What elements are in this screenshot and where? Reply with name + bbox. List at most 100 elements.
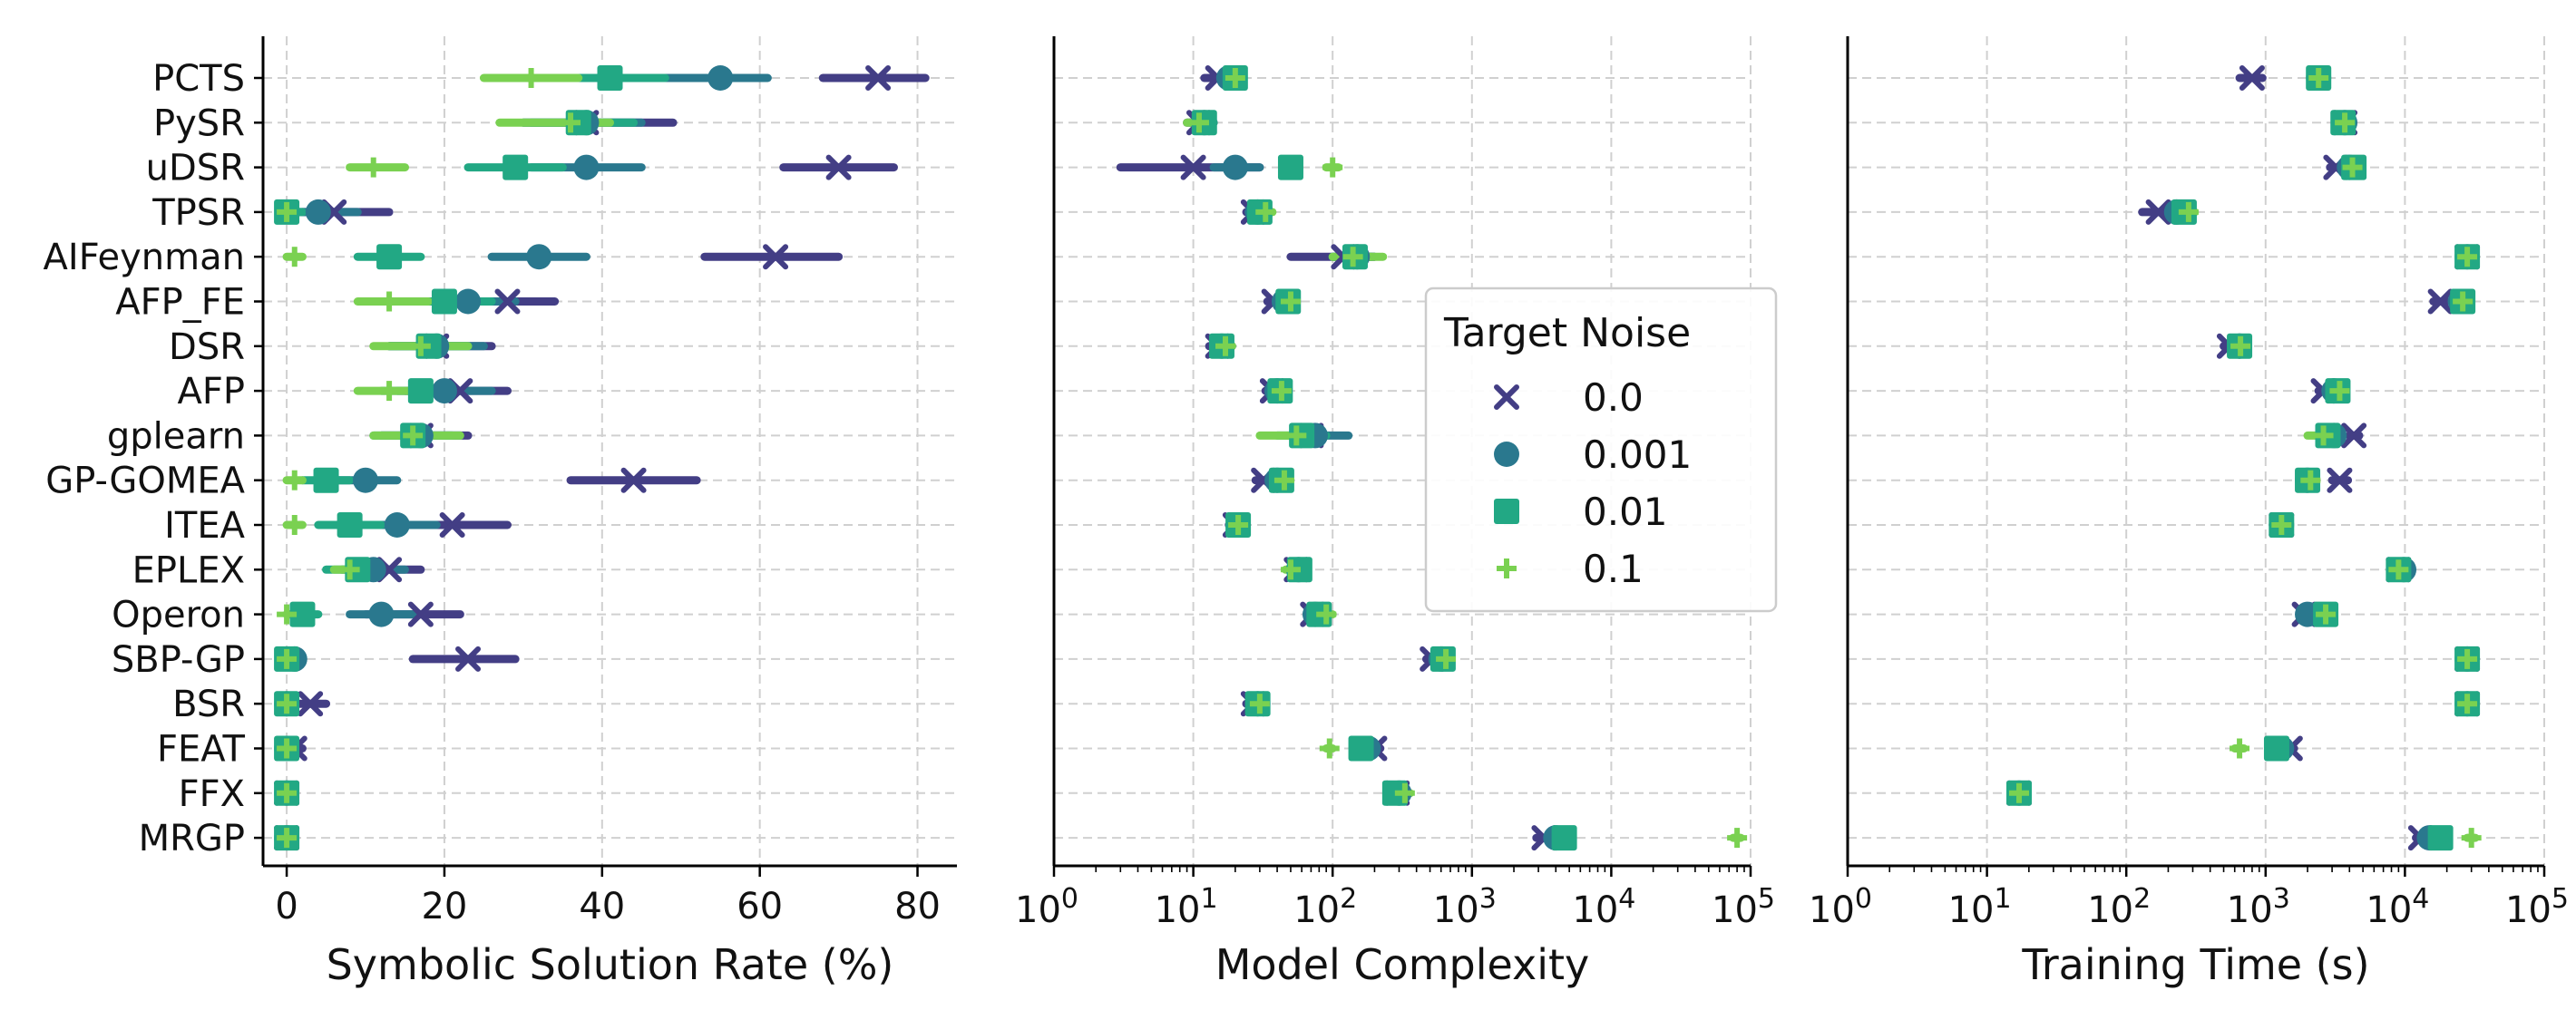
y-tick-label: gplearn (107, 415, 245, 457)
panels: PCTSPySRuDSRTPSRAIFeynmanAFP_FEDSRAFPgpl… (44, 36, 2569, 989)
legend-marker (1494, 499, 1519, 524)
data-point (407, 601, 434, 627)
data-point (573, 154, 600, 180)
data-point (2230, 335, 2251, 356)
data-point (284, 470, 305, 490)
data-point (2230, 738, 2250, 759)
data-point (2145, 199, 2171, 225)
y-tick-label: BSR (172, 684, 245, 725)
y-tick-label: PySR (153, 102, 245, 144)
data-point (2427, 825, 2454, 851)
data-point (1228, 515, 1249, 535)
x-axis-title: Training Time (s) (2021, 940, 2369, 989)
x-tick-label: 101 (1155, 883, 1218, 931)
y-tick-label: TPSR (151, 192, 245, 234)
data-point (1322, 157, 1343, 178)
data-point (2342, 157, 2363, 178)
data-point (526, 244, 552, 270)
data-point (277, 738, 298, 759)
data-point (1436, 648, 1457, 669)
data-point (1319, 738, 1340, 759)
data-point (403, 425, 424, 446)
data-point (368, 601, 395, 627)
data-point (284, 515, 305, 535)
data-point (1280, 559, 1301, 580)
data-point (2327, 467, 2353, 493)
data-point (376, 244, 403, 270)
data-point (2341, 422, 2367, 449)
legend-label: 0.0 (1583, 375, 1644, 420)
y-tick-label: MRGP (139, 818, 245, 859)
data-point (407, 378, 434, 404)
x-tick-label: 80 (894, 886, 941, 927)
data-point (1271, 381, 1292, 402)
y-tick-label: EPLEX (132, 549, 245, 591)
data-point (339, 559, 360, 580)
data-point (384, 512, 410, 538)
y-tick-label: GP-GOMEA (45, 461, 245, 502)
data-point (379, 291, 400, 312)
data-point (1286, 425, 1307, 446)
chart-panel-1: PCTSPySRuDSRTPSRAIFeynmanAFP_FEDSRAFPgpl… (44, 36, 957, 989)
data-point (1215, 335, 1235, 356)
data-point (277, 782, 298, 803)
data-point (277, 604, 298, 625)
data-point (2316, 604, 2337, 625)
data-point (289, 601, 316, 627)
data-point (1342, 247, 1363, 267)
data-point (284, 247, 305, 267)
data-point (277, 694, 298, 714)
data-point (561, 112, 581, 133)
data-point (1188, 112, 1209, 133)
data-point (2008, 782, 2029, 803)
data-point (2271, 515, 2292, 535)
x-tick-label: 103 (2227, 883, 2290, 931)
data-point (825, 154, 852, 180)
data-point (620, 467, 647, 493)
data-point (2461, 828, 2482, 849)
data-point (1551, 825, 1577, 851)
y-tick-label: FEAT (157, 729, 246, 771)
data-point (2335, 112, 2356, 133)
data-point (1727, 828, 1748, 849)
data-point (2453, 291, 2474, 312)
legend-marker (1494, 442, 1519, 467)
data-point (2313, 425, 2334, 446)
data-point (1255, 201, 1276, 222)
data-point (1280, 291, 1301, 312)
x-tick-label: 60 (737, 886, 783, 927)
data-point (353, 467, 379, 493)
legend-marker (1494, 384, 1519, 410)
x-axis-title: Symbolic Solution Rate (%) (327, 940, 894, 989)
x-tick-label: 105 (2505, 883, 2569, 931)
data-point (1222, 154, 1248, 180)
data-point (2457, 247, 2478, 267)
data-point (363, 157, 384, 178)
y-tick-label: ITEA (164, 505, 246, 547)
data-point (431, 378, 457, 404)
data-point (1316, 604, 1337, 625)
y-tick-label: FFX (179, 773, 245, 815)
data-point (494, 288, 521, 315)
y-tick-label: uDSR (146, 148, 245, 189)
data-point (2308, 68, 2329, 88)
y-tick-label: AIFeynman (44, 237, 245, 278)
data-point (298, 691, 324, 717)
x-tick-label: 0 (275, 886, 298, 927)
x-axis-title: Model Complexity (1215, 940, 1590, 989)
legend-label: 0.1 (1583, 547, 1644, 591)
chart-panel-3: 100 101 102 103 104 105 Training Time (s) (1809, 36, 2569, 989)
data-point (277, 828, 298, 849)
legend-label: 0.01 (1583, 490, 1668, 534)
x-tick-label: 102 (2087, 883, 2151, 931)
x-tick-label: 40 (579, 886, 625, 927)
data-point (277, 201, 298, 222)
x-tick-label: 102 (1293, 883, 1357, 931)
data-point (865, 65, 892, 91)
legend-label: 0.001 (1583, 432, 1692, 477)
legend: Target Noise 0.0 0.001 0.01 0.1 (1424, 286, 1778, 613)
data-point (439, 512, 465, 538)
data-point (2427, 288, 2454, 315)
data-point (2300, 470, 2321, 490)
